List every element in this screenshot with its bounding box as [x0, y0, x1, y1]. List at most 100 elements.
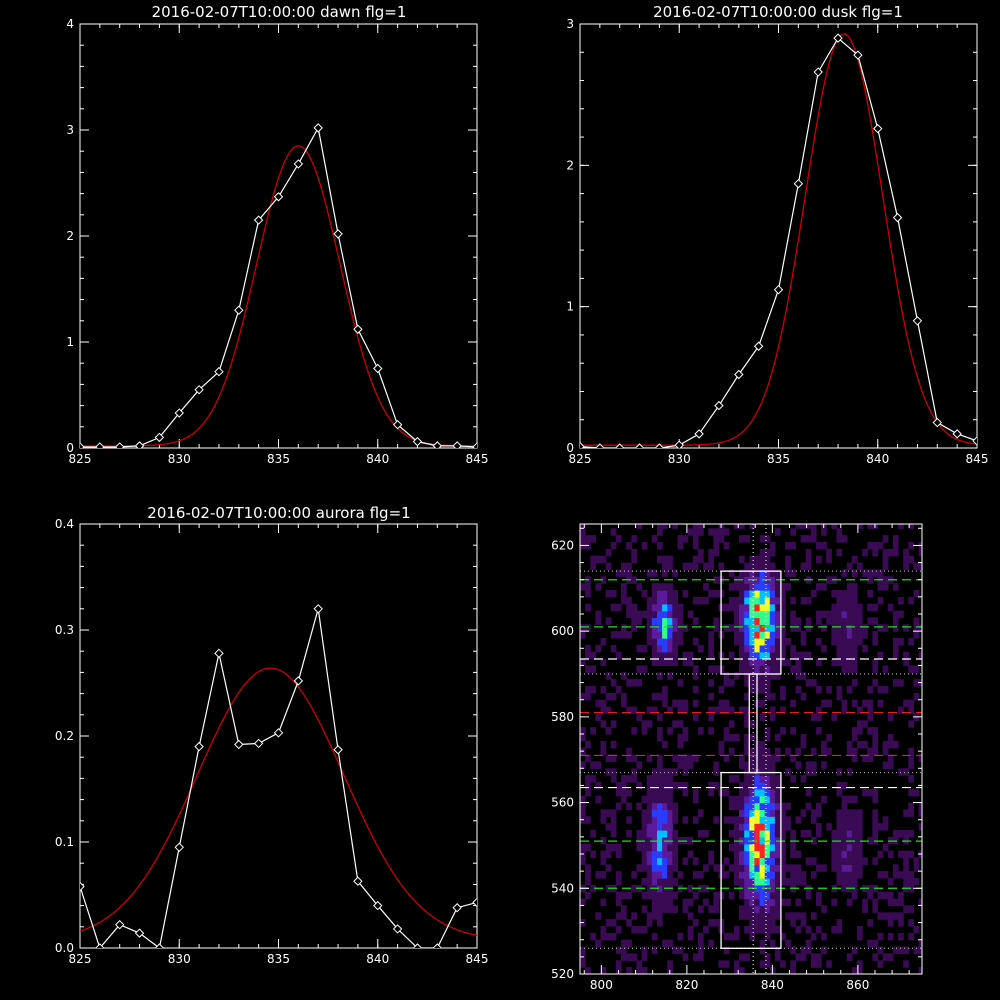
- image-pixel: [651, 891, 658, 900]
- image-pixel: [615, 878, 622, 886]
- dawn-data-point: [194, 384, 204, 395]
- image-pixel: [877, 871, 884, 879]
- image-pixel: [749, 624, 755, 632]
- image-pixel: [657, 734, 663, 742]
- image-pixel: [826, 617, 832, 625]
- image-pixel: [713, 898, 720, 907]
- image-pixel: [749, 878, 755, 886]
- image-pixel: [733, 960, 740, 968]
- image-pixel: [790, 665, 796, 673]
- image-pixel: [662, 775, 668, 783]
- image-pixel: [708, 528, 714, 536]
- image-pixel: [657, 524, 663, 529]
- image-pixel: [877, 960, 884, 968]
- image-pixel: [754, 583, 761, 591]
- image-pixel: [600, 932, 607, 941]
- image-pixel: [764, 583, 771, 591]
- image-pixel: [892, 740, 899, 749]
- image-pixel: [816, 583, 822, 591]
- image-pixel: [795, 816, 802, 824]
- image-pixel: [610, 644, 617, 653]
- dawn-data-point: [214, 366, 224, 377]
- image-pixel: [780, 583, 786, 591]
- image-pixel: [851, 658, 858, 667]
- image-pixel: [667, 816, 673, 824]
- aurora-data-point: [154, 943, 165, 948]
- image-pixel: [667, 830, 673, 838]
- image-pixel: [749, 610, 755, 619]
- image-pixel: [672, 946, 678, 955]
- image-pixel: [580, 802, 586, 811]
- image-pixel: [769, 823, 776, 831]
- image-pixel: [882, 740, 889, 749]
- image-pixel: [657, 596, 663, 605]
- image-pixel: [677, 740, 684, 749]
- aurora-data-point: [452, 903, 462, 913]
- image-pixel: [636, 617, 643, 625]
- image-pixel: [641, 542, 648, 550]
- image-pixel: [749, 871, 755, 879]
- image-pixel: [698, 809, 704, 817]
- image-pixel: [723, 603, 730, 612]
- image-x-tick-label: 840: [761, 978, 784, 992]
- image-pixel: [810, 747, 817, 756]
- image-pixel: [857, 967, 863, 974]
- image-pixel: [892, 583, 899, 591]
- dawn-data-point: [174, 408, 184, 418]
- aurora-x-tick-label: 830: [168, 952, 191, 966]
- image-pixel: [580, 960, 586, 968]
- dusk-data-point: [595, 443, 605, 448]
- image-pixel: [759, 788, 766, 797]
- image-pixel: [708, 850, 714, 859]
- image-pixel: [887, 919, 894, 927]
- image-pixel: [785, 747, 791, 756]
- image-pixel: [862, 569, 868, 577]
- image-pixel: [882, 871, 889, 879]
- image-pixel: [646, 857, 653, 865]
- image-pixel: [810, 528, 817, 536]
- image-pixel: [846, 610, 853, 619]
- image-pixel: [774, 912, 781, 920]
- image-pixel: [754, 590, 761, 598]
- image-pixel: [774, 864, 781, 872]
- image-pixel: [698, 528, 704, 536]
- image-pixel: [672, 878, 678, 886]
- image-pixel: [744, 857, 750, 865]
- image-pixel: [657, 754, 663, 763]
- image-pixel: [672, 631, 678, 639]
- image-pixel: [810, 871, 817, 879]
- aurora-data-point: [95, 943, 105, 948]
- image-pixel: [651, 788, 658, 797]
- image-pixel: [605, 617, 612, 625]
- image-pixel: [908, 699, 914, 708]
- image-pixel: [816, 891, 822, 900]
- dusk-chart-title: 2016-02-07T10:00:00 dusk flg=1: [653, 3, 903, 21]
- image-pixel: [595, 555, 602, 564]
- image-pixel: [739, 610, 745, 619]
- image-pixel: [580, 631, 586, 639]
- image-pixel: [836, 596, 843, 605]
- image-pixel: [795, 864, 802, 872]
- image-pixel: [585, 651, 591, 660]
- image-pixel: [662, 631, 668, 639]
- image-pixel: [805, 761, 812, 769]
- image-pixel: [918, 946, 922, 955]
- image-pixel: [759, 878, 766, 886]
- image-pixel: [872, 905, 879, 913]
- image-pixel: [816, 658, 822, 667]
- image-pixel: [651, 912, 658, 920]
- dawn-data-point: [114, 442, 125, 448]
- image-pixel: [831, 624, 838, 632]
- image-pixel: [672, 651, 678, 660]
- image-pixel: [892, 830, 899, 838]
- image-pixel: [918, 802, 922, 811]
- image-pixel: [759, 617, 766, 625]
- image-pixel: [590, 932, 596, 941]
- image-pixel: [846, 898, 853, 907]
- image-pixel: [585, 603, 591, 612]
- image-pixel: [867, 788, 873, 797]
- image-pixel: [646, 610, 653, 619]
- image-pixel: [826, 576, 832, 584]
- image-pixel: [698, 555, 704, 564]
